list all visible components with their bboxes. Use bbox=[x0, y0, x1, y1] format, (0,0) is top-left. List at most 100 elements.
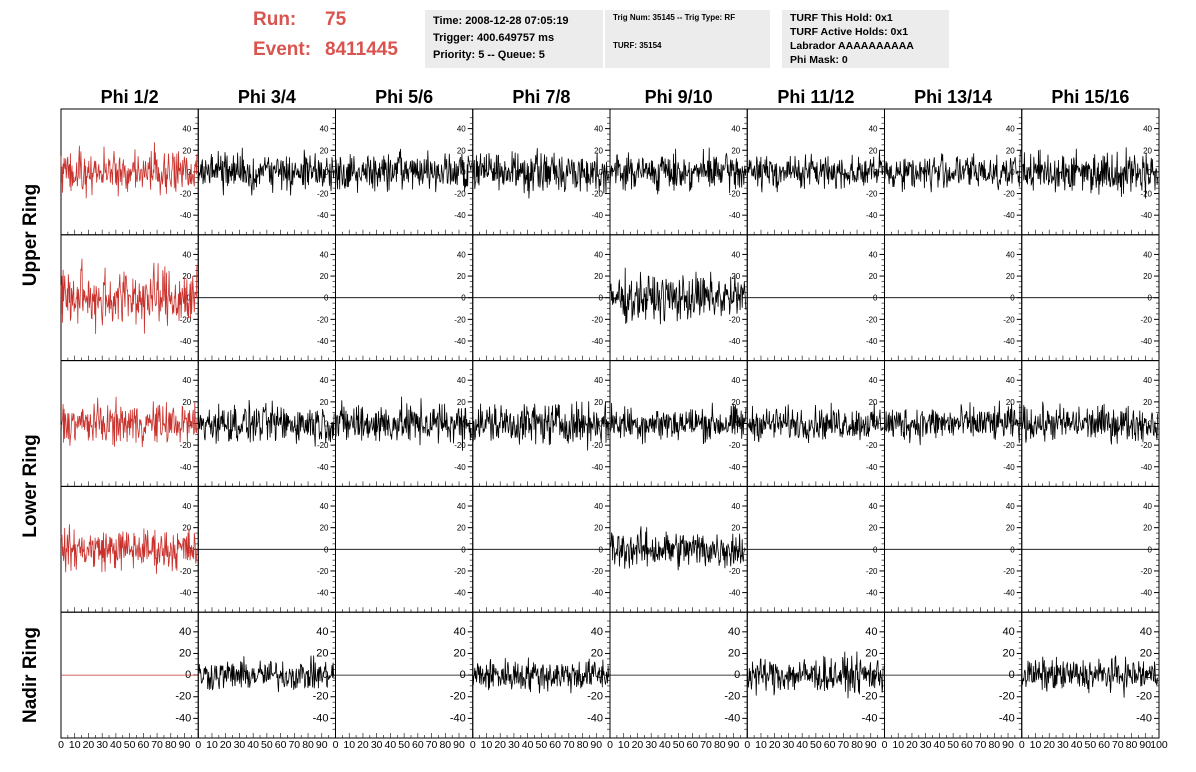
y-tick-label: 40 bbox=[1143, 125, 1152, 134]
y-tick-label: 20 bbox=[865, 647, 877, 659]
y-tick-label: 40 bbox=[594, 250, 603, 259]
y-tick-label: 40 bbox=[320, 376, 329, 385]
y-tick-label: -40 bbox=[1140, 211, 1152, 220]
y-tick-label: -20 bbox=[591, 315, 603, 324]
y-tick-label: 20 bbox=[731, 524, 740, 533]
y-tick-label: -40 bbox=[999, 712, 1015, 724]
y-tick-label: 40 bbox=[1006, 125, 1015, 134]
y-tick-label: -20 bbox=[591, 190, 603, 199]
x-tick-label: 30 bbox=[783, 739, 795, 751]
x-tick-label: 10 bbox=[343, 739, 355, 751]
y-tick-label: -20 bbox=[317, 315, 329, 324]
y-tick-label: 40 bbox=[865, 626, 877, 638]
x-tick-label: 40 bbox=[385, 739, 397, 751]
x-tick-label: 30 bbox=[920, 739, 932, 751]
y-tick-label: 20 bbox=[1006, 524, 1015, 533]
waveform-trace bbox=[609, 147, 747, 195]
y-tick-label: 20 bbox=[457, 146, 466, 155]
waveform-trace bbox=[60, 142, 198, 199]
waveform-trace bbox=[60, 524, 198, 574]
trigger-info-box: Trig Num: 35145 -- Trig Type: RF TURF: 3… bbox=[605, 10, 770, 68]
y-tick-label: 40 bbox=[179, 626, 191, 638]
x-tick-label: 20 bbox=[906, 739, 918, 751]
y-tick-label: 20 bbox=[1140, 647, 1152, 659]
waveform-trace bbox=[60, 258, 198, 334]
waveform-trace bbox=[746, 150, 884, 193]
y-tick-label: -40 bbox=[317, 463, 329, 472]
y-tick-label: 40 bbox=[591, 626, 603, 638]
y-tick-label: -20 bbox=[1003, 190, 1015, 199]
y-tick-label: -40 bbox=[1003, 463, 1015, 472]
x-tick-label: 0 bbox=[333, 739, 339, 751]
y-tick-label: 20 bbox=[591, 647, 603, 659]
y-tick-label: 40 bbox=[457, 250, 466, 259]
y-tick-label: -40 bbox=[1140, 463, 1152, 472]
y-tick-label: -20 bbox=[454, 567, 466, 576]
y-tick-label: -20 bbox=[866, 441, 878, 450]
y-tick-label: 20 bbox=[457, 524, 466, 533]
y-tick-label: -40 bbox=[317, 211, 329, 220]
x-tick-label: 0 bbox=[58, 739, 64, 751]
column-header: Phi 11/12 bbox=[777, 87, 855, 107]
time-info-box: Time: 2008-12-28 07:05:19 Trigger: 400.6… bbox=[425, 10, 603, 68]
y-tick-label: 40 bbox=[869, 376, 878, 385]
x-tick-label: 70 bbox=[1112, 739, 1124, 751]
waveform-trace bbox=[198, 655, 335, 693]
y-tick-label: 0 bbox=[1146, 669, 1152, 681]
x-tick-label: 70 bbox=[288, 739, 300, 751]
y-tick-label: -40 bbox=[454, 211, 466, 220]
x-tick-label: 60 bbox=[1098, 739, 1110, 751]
trig-num-line: Trig Num: 35145 -- Trig Type: RF bbox=[613, 13, 736, 22]
y-tick-label: 0 bbox=[324, 168, 329, 177]
y-tick-label: -40 bbox=[587, 712, 603, 724]
y-tick-label: 40 bbox=[731, 502, 740, 511]
x-tick-label: 10 bbox=[1030, 739, 1042, 751]
y-tick-label: 40 bbox=[1143, 250, 1152, 259]
waveform-trace bbox=[746, 651, 884, 699]
y-tick-label: 40 bbox=[594, 376, 603, 385]
waveform-trace bbox=[1021, 401, 1158, 445]
x-tick-label: 90 bbox=[179, 739, 191, 751]
x-tick-label: 60 bbox=[412, 739, 424, 751]
y-tick-label: 20 bbox=[594, 272, 603, 281]
x-tick-label: 20 bbox=[1043, 739, 1055, 751]
y-tick-label: -40 bbox=[317, 337, 329, 346]
labrador-line: Labrador AAAAAAAAAA bbox=[790, 40, 914, 52]
x-tick-label: 50 bbox=[947, 739, 959, 751]
y-tick-label: 40 bbox=[731, 250, 740, 259]
y-tick-label: 20 bbox=[869, 524, 878, 533]
y-tick-label: -40 bbox=[1003, 337, 1015, 346]
y-tick-label: 40 bbox=[1143, 376, 1152, 385]
y-tick-label: 20 bbox=[1143, 146, 1152, 155]
x-tick-label: 0 bbox=[470, 739, 476, 751]
y-tick-label: 0 bbox=[1010, 545, 1015, 554]
run-label: Run: bbox=[253, 9, 297, 30]
y-tick-label: -40 bbox=[729, 589, 741, 598]
waveform-trace bbox=[335, 396, 472, 451]
y-tick-label: 0 bbox=[322, 669, 328, 681]
y-tick-label: -40 bbox=[450, 712, 466, 724]
y-tick-label: 0 bbox=[599, 294, 604, 303]
y-tick-label: 0 bbox=[1148, 420, 1153, 429]
y-tick-label: -20 bbox=[862, 691, 878, 703]
y-tick-label: 20 bbox=[869, 146, 878, 155]
y-tick-label: 20 bbox=[457, 272, 466, 281]
x-tick-label: 90 bbox=[865, 739, 877, 751]
x-tick-label: 70 bbox=[151, 739, 163, 751]
y-tick-label: -20 bbox=[724, 691, 740, 703]
waveform-trace bbox=[884, 149, 1021, 193]
waveform-trace bbox=[197, 399, 335, 447]
x-tick-label: 50 bbox=[124, 739, 136, 751]
x-tick-label: 0 bbox=[1019, 739, 1025, 751]
y-tick-label: -20 bbox=[729, 315, 741, 324]
x-tick-label: 80 bbox=[439, 739, 451, 751]
